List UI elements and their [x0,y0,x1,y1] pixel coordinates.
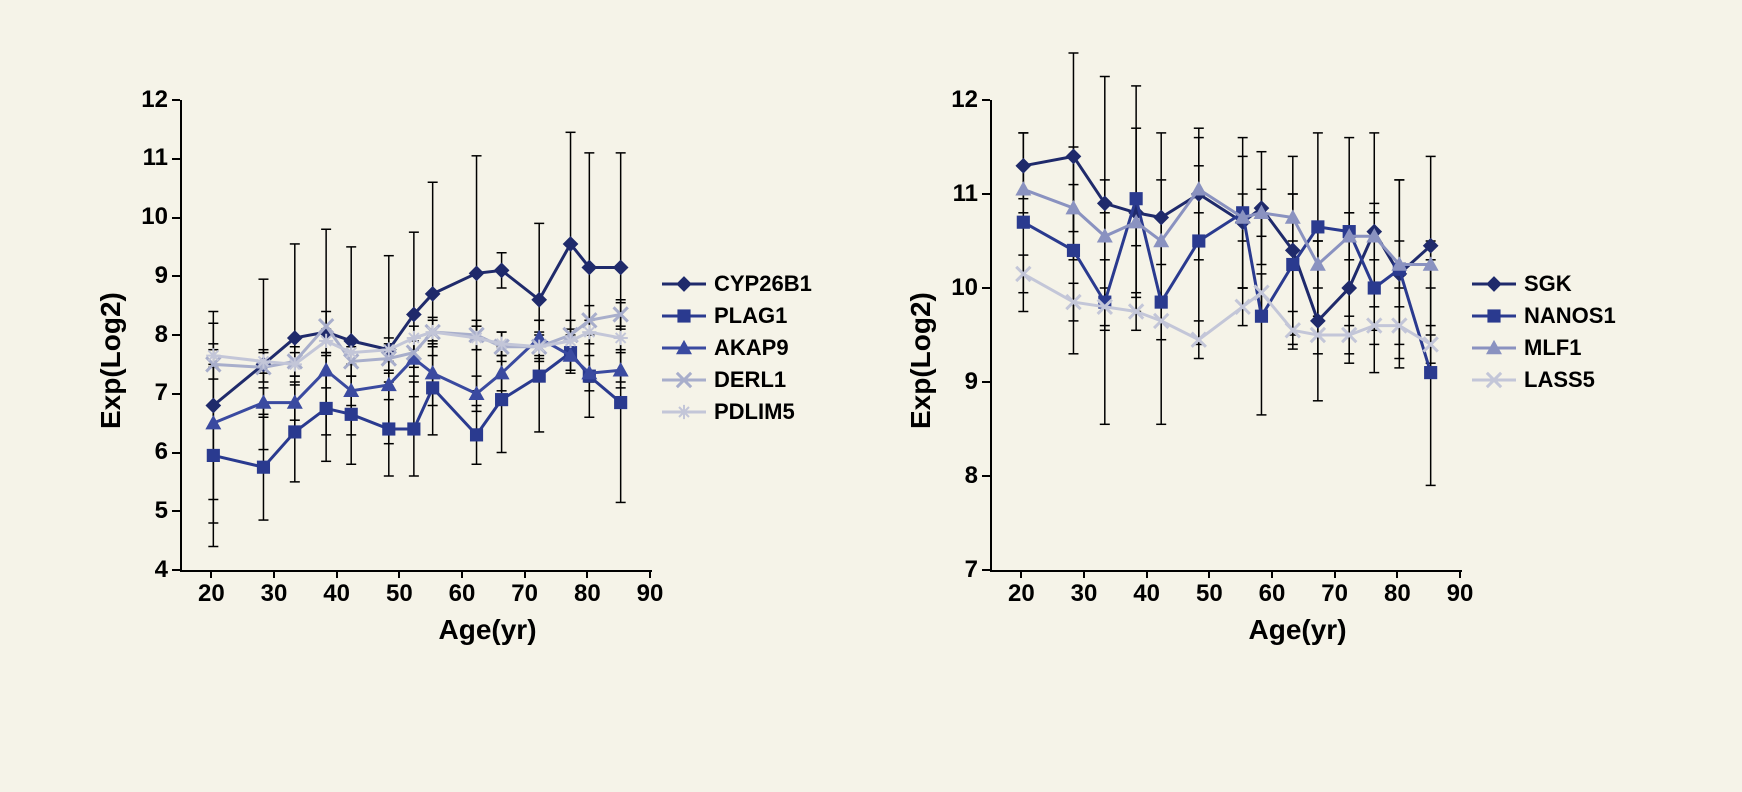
legend-item-cyp26b1: CYP26B1 [662,271,812,297]
left-chart-panel: Exp(Log2) Age(yr) CYP26B1 PLAG1 AKAP9 DE… [60,80,820,720]
legend-label: AKAP9 [714,335,789,361]
left-legend: CYP26B1 PLAG1 AKAP9 DERL1 PDLIM5 [662,265,812,431]
xtick-label: 50 [1179,580,1239,608]
ytick-label: 11 [930,180,978,208]
ytick-mark [982,287,990,289]
right-y-axis-label: Exp(Log2) [905,292,937,429]
xtick-label: 40 [1117,580,1177,608]
right-x-axis-label: Age(yr) [1249,614,1347,646]
canvas: Exp(Log2) Age(yr) CYP26B1 PLAG1 AKAP9 DE… [0,0,1742,792]
xtick-label: 70 [1305,580,1365,608]
ytick-mark [982,381,990,383]
ytick-label: 8 [120,321,168,349]
xtick-mark [336,570,338,578]
ytick-mark [172,510,180,512]
ytick-mark [982,569,990,571]
ytick-label: 11 [120,144,168,172]
ytick-label: 7 [930,556,978,584]
legend-label: DERL1 [714,367,786,393]
xtick-mark [1083,570,1085,578]
right-plot-area [990,100,1462,572]
xtick-label: 70 [495,580,555,608]
xtick-label: 20 [181,580,241,608]
xtick-label: 80 [557,580,617,608]
ytick-label: 7 [120,379,168,407]
xtick-label: 30 [1054,580,1114,608]
ytick-label: 9 [120,262,168,290]
ytick-mark [172,275,180,277]
legend-label: LASS5 [1524,367,1595,393]
left-y-axis-label: Exp(Log2) [95,292,127,429]
legend-item-sgk: SGK [1472,271,1616,297]
xtick-mark [1146,570,1148,578]
left-chart-svg [182,100,652,570]
ytick-label: 6 [120,438,168,466]
right-legend: SGK NANOS1 MLF1 LASS5 [1472,265,1616,399]
right-chart-svg [992,100,1462,570]
ytick-mark [172,99,180,101]
ytick-label: 5 [120,497,168,525]
xtick-label: 80 [1367,580,1427,608]
xtick-mark [273,570,275,578]
xtick-mark [1271,570,1273,578]
xtick-mark [210,570,212,578]
xtick-mark [1020,570,1022,578]
ytick-label: 10 [120,203,168,231]
xtick-label: 60 [432,580,492,608]
xtick-label: 40 [307,580,367,608]
xtick-mark [1459,570,1461,578]
xtick-label: 90 [620,580,680,608]
xtick-mark [649,570,651,578]
ytick-label: 4 [120,556,168,584]
ytick-label: 9 [930,368,978,396]
xtick-mark [398,570,400,578]
legend-item-lass5: LASS5 [1472,367,1616,393]
legend-item-nanos1: NANOS1 [1472,303,1616,329]
left-x-axis-label: Age(yr) [439,614,537,646]
ytick-mark [172,452,180,454]
legend-label: MLF1 [1524,335,1581,361]
legend-item-derl1: DERL1 [662,367,812,393]
xtick-mark [1334,570,1336,578]
ytick-label: 12 [120,86,168,114]
right-chart-panel: Exp(Log2) Age(yr) SGK NANOS1 MLF1 LASS5 … [880,80,1700,720]
ytick-label: 10 [930,274,978,302]
legend-label: CYP26B1 [714,271,812,297]
legend-label: PDLIM5 [714,399,795,425]
legend-label: NANOS1 [1524,303,1616,329]
ytick-mark [982,193,990,195]
xtick-mark [461,570,463,578]
legend-item-pdlim5: PDLIM5 [662,399,812,425]
xtick-label: 30 [244,580,304,608]
xtick-label: 90 [1430,580,1490,608]
legend-label: SGK [1524,271,1572,297]
left-plot-area [180,100,652,572]
xtick-mark [524,570,526,578]
ytick-mark [982,99,990,101]
legend-item-plag1: PLAG1 [662,303,812,329]
xtick-label: 50 [369,580,429,608]
ytick-mark [172,393,180,395]
legend-item-akap9: AKAP9 [662,335,812,361]
ytick-mark [172,334,180,336]
xtick-mark [1208,570,1210,578]
ytick-mark [172,158,180,160]
legend-label: PLAG1 [714,303,787,329]
ytick-label: 12 [930,86,978,114]
ytick-mark [172,217,180,219]
xtick-label: 20 [991,580,1051,608]
ytick-label: 8 [930,462,978,490]
xtick-label: 60 [1242,580,1302,608]
xtick-mark [1396,570,1398,578]
legend-item-mlf1: MLF1 [1472,335,1616,361]
ytick-mark [982,475,990,477]
ytick-mark [172,569,180,571]
xtick-mark [586,570,588,578]
